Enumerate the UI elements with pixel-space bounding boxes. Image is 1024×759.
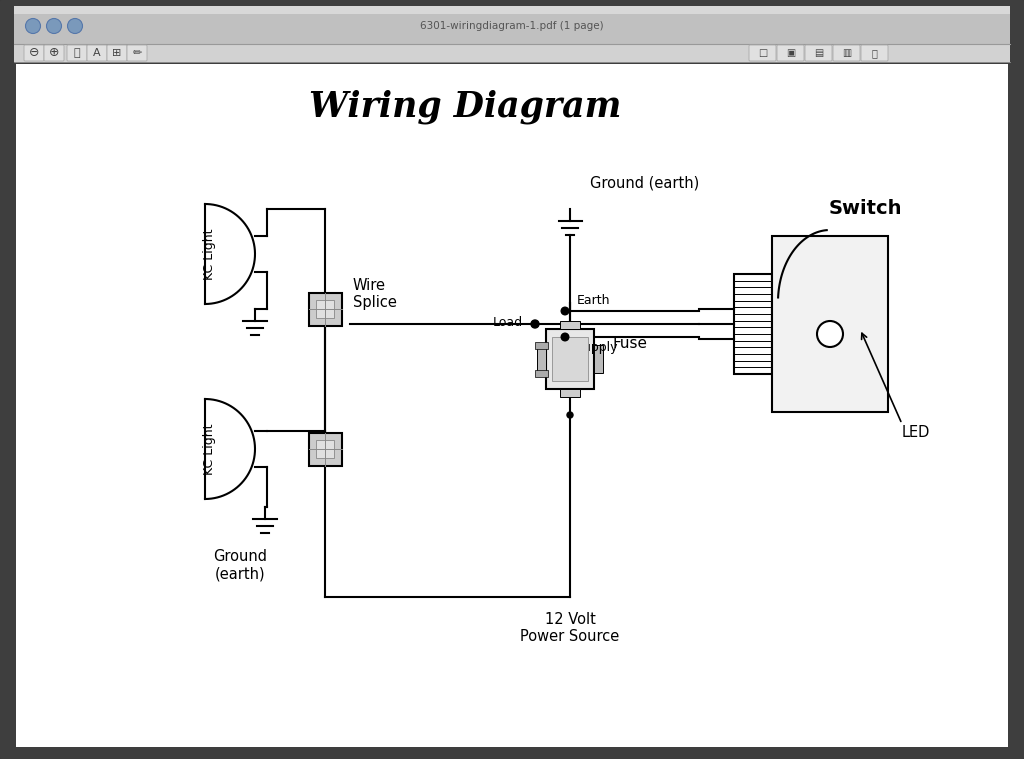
FancyBboxPatch shape xyxy=(805,45,831,61)
Text: ▤: ▤ xyxy=(814,48,823,58)
Text: ▥: ▥ xyxy=(842,48,851,58)
FancyBboxPatch shape xyxy=(44,45,63,61)
Bar xyxy=(316,440,334,458)
Circle shape xyxy=(68,18,83,33)
Circle shape xyxy=(567,412,573,418)
Text: ⊕: ⊕ xyxy=(49,46,59,59)
Circle shape xyxy=(561,333,568,341)
Text: Ground
(earth): Ground (earth) xyxy=(213,549,267,581)
Bar xyxy=(537,345,546,373)
Text: ✋: ✋ xyxy=(74,48,80,58)
FancyBboxPatch shape xyxy=(67,45,87,61)
Text: Earth: Earth xyxy=(577,294,610,307)
FancyBboxPatch shape xyxy=(127,45,147,61)
Text: Wiring Diagram: Wiring Diagram xyxy=(309,90,622,124)
Text: ✏: ✏ xyxy=(132,48,141,58)
Bar xyxy=(546,329,594,389)
Bar xyxy=(772,236,888,412)
Circle shape xyxy=(817,321,843,347)
Bar xyxy=(14,6,1010,14)
FancyBboxPatch shape xyxy=(833,45,860,61)
FancyBboxPatch shape xyxy=(749,45,776,61)
FancyBboxPatch shape xyxy=(106,45,127,61)
Text: Switch: Switch xyxy=(828,200,902,219)
Text: Supply: Supply xyxy=(575,341,617,354)
Text: KC Light: KC Light xyxy=(204,228,216,280)
FancyBboxPatch shape xyxy=(87,45,106,61)
Circle shape xyxy=(531,320,539,328)
Text: ⊖: ⊖ xyxy=(29,46,39,59)
Text: Wire
Splice: Wire Splice xyxy=(353,278,397,310)
Bar xyxy=(308,292,341,326)
Text: 6301-wiringdiagram-1.pdf (1 page): 6301-wiringdiagram-1.pdf (1 page) xyxy=(420,21,604,31)
Circle shape xyxy=(561,307,568,315)
Bar xyxy=(560,321,580,329)
Text: A: A xyxy=(93,48,100,58)
Bar xyxy=(535,342,548,348)
Text: Load: Load xyxy=(493,316,523,329)
Text: Ground (earth): Ground (earth) xyxy=(590,176,699,191)
Bar xyxy=(594,345,603,373)
FancyBboxPatch shape xyxy=(24,45,44,61)
FancyBboxPatch shape xyxy=(777,45,804,61)
Text: LED: LED xyxy=(902,424,931,439)
Text: 🔍: 🔍 xyxy=(871,48,878,58)
FancyBboxPatch shape xyxy=(861,45,888,61)
Text: ▣: ▣ xyxy=(785,48,795,58)
Bar xyxy=(560,389,580,397)
Text: ⊞: ⊞ xyxy=(113,48,122,58)
Bar xyxy=(308,433,341,465)
Text: KC Light: KC Light xyxy=(204,424,216,474)
Bar xyxy=(316,300,334,318)
Bar xyxy=(14,6,1010,44)
Circle shape xyxy=(26,18,41,33)
Text: 12 Volt
Power Source: 12 Volt Power Source xyxy=(520,612,620,644)
Circle shape xyxy=(46,18,61,33)
Bar xyxy=(16,64,1008,747)
Text: □: □ xyxy=(758,48,767,58)
Bar xyxy=(734,274,772,374)
Bar xyxy=(552,337,588,381)
Text: Fuse: Fuse xyxy=(612,336,647,351)
Bar xyxy=(535,370,548,376)
Bar xyxy=(14,44,1010,62)
